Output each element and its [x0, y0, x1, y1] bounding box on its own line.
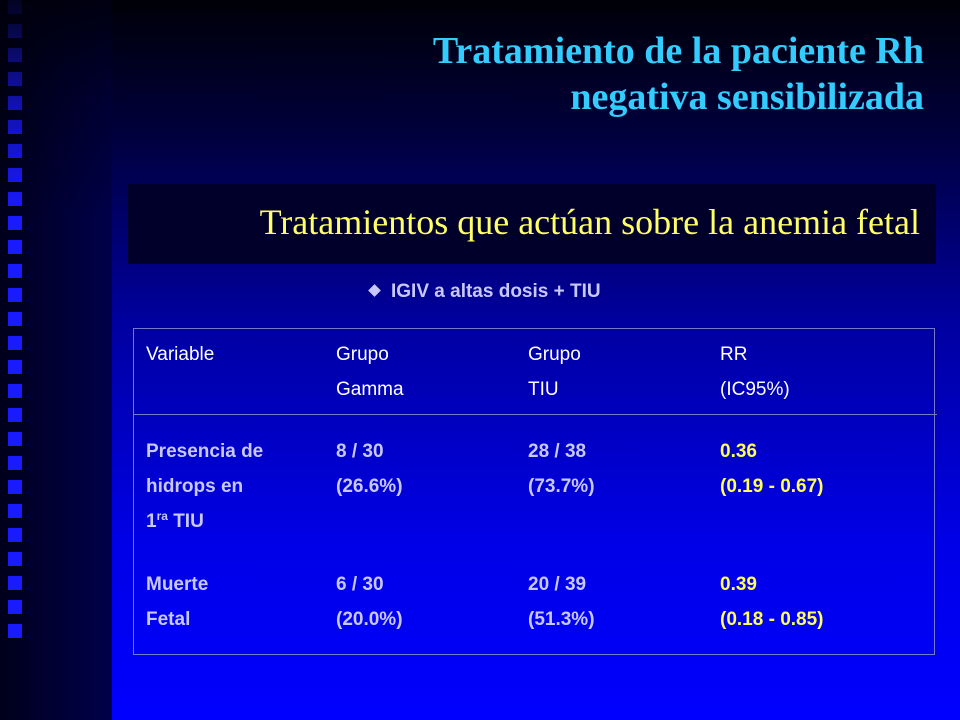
row-1-gamma-percent: (26.6%) — [336, 476, 403, 497]
row-1-variable-line-1: Presencia de — [146, 441, 264, 462]
slide-title: Tratamiento de la paciente Rh negativa s… — [164, 28, 924, 120]
subtitle-banner: Tratamientos que actúan sobre la anemia … — [128, 184, 936, 264]
header-variable: Variable — [146, 337, 214, 372]
row-1-rr-ci: (0.19 - 0.67) — [720, 476, 824, 497]
row-2-rr: 0.39 (0.18 - 0.85) — [720, 567, 824, 637]
row-2-rr-ci: (0.18 - 0.85) — [720, 609, 824, 630]
row-2-tiu-count: 20 / 39 — [528, 574, 587, 595]
row-2-variable: Muerte Fetal — [146, 567, 208, 637]
row-1-tiu-count: 28 / 38 — [528, 441, 587, 462]
left-decorative-strip — [0, 0, 112, 720]
row-1-tiu-word: TIU — [167, 511, 204, 532]
row-2-tiu: 20 / 39 (51.3%) — [528, 567, 595, 637]
row-1-ordinal: 1 — [146, 511, 157, 532]
header-grupo-gamma: Grupo Gamma — [336, 337, 404, 407]
bullet-text: IGIV a altas dosis + TIU — [391, 281, 601, 302]
header-rr-line-2: (IC95%) — [720, 379, 790, 400]
header-variable-line-1: Variable — [146, 344, 215, 365]
results-table: Variable Grupo Gamma Grupo TIU RR (IC95%… — [133, 328, 937, 655]
header-grupo-tiu: Grupo TIU — [528, 337, 581, 407]
row-2-gamma-count: 6 / 30 — [336, 574, 384, 595]
row-2-variable-line-2: Fetal — [146, 609, 191, 630]
header-rr-line-1: RR — [720, 344, 748, 365]
row-2-rr-value: 0.39 — [720, 574, 757, 595]
diamond-bullet-icon — [368, 284, 381, 297]
row-1-rr: 0.36 (0.19 - 0.67) — [720, 434, 824, 504]
row-1-rr-value: 0.36 — [720, 441, 757, 462]
bullet-item: IGIV a altas dosis + TIU — [368, 278, 601, 306]
row-1-variable-line-2: hidrops en — [146, 476, 244, 497]
row-1-tiu-percent: (73.7%) — [528, 476, 595, 497]
row-2-variable-line-1: Muerte — [146, 574, 209, 595]
row-1-ordinal-suffix: ra — [156, 509, 168, 523]
header-gamma-line-1: Grupo — [336, 344, 389, 365]
strip-shade — [0, 0, 112, 720]
slide-title-line-2: negativa sensibilizada — [570, 76, 924, 118]
row-1-variable-line-3: 1ra TIU — [146, 504, 263, 539]
table-header-divider — [134, 414, 937, 415]
row-1-variable: Presencia de hidrops en 1ra TIU — [146, 434, 263, 539]
header-rr: RR (IC95%) — [720, 337, 790, 407]
row-1-tiu: 28 / 38 (73.7%) — [528, 434, 595, 504]
row-1-gamma: 8 / 30 (26.6%) — [336, 434, 403, 504]
subtitle-text: Tratamientos que actúan sobre la anemia … — [259, 202, 920, 242]
header-tiu-line-2: TIU — [528, 379, 559, 400]
header-gamma-line-2: Gamma — [336, 379, 404, 400]
slide-title-line-1: Tratamiento de la paciente Rh — [432, 30, 924, 72]
row-2-gamma-percent: (20.0%) — [336, 609, 403, 630]
row-2-gamma: 6 / 30 (20.0%) — [336, 567, 403, 637]
header-tiu-line-1: Grupo — [528, 344, 581, 365]
row-2-tiu-percent: (51.3%) — [528, 609, 595, 630]
row-1-gamma-count: 8 / 30 — [336, 441, 384, 462]
